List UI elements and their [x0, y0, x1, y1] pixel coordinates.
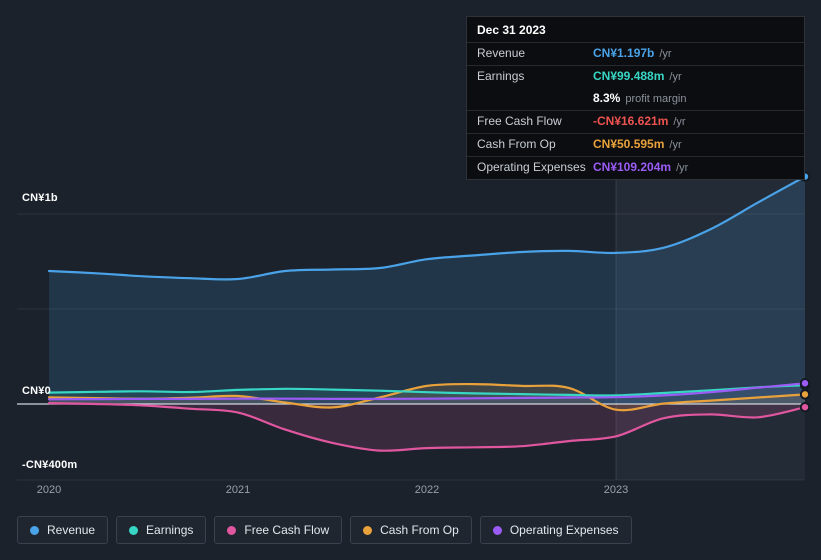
tooltip-suffix: profit margin	[625, 93, 687, 105]
legend-item-revenue[interactable]: Revenue	[17, 516, 109, 544]
tooltip-label: Earnings	[477, 69, 525, 83]
y-axis-label-zero: CN¥0	[22, 385, 51, 397]
tooltip-value: CN¥50.595m	[593, 137, 665, 151]
x-axis-label-2022: 2022	[414, 484, 440, 496]
tooltip-suffix: /yr	[673, 116, 686, 128]
tooltip-row-earnings: Earnings CN¥99.488m/yr	[467, 65, 804, 88]
legend-item-cash-from-op[interactable]: Cash From Op	[350, 516, 472, 544]
tooltip-label: Operating Expenses	[477, 160, 586, 174]
tooltip-value-wrap: CN¥50.595m/yr	[593, 137, 794, 153]
chart-legend: Revenue Earnings Free Cash Flow Cash Fro…	[17, 516, 632, 544]
tooltip-label: Revenue	[477, 46, 526, 60]
tooltip-value: CN¥1.197b	[593, 46, 655, 60]
legend-label: Free Cash Flow	[244, 523, 330, 537]
tooltip-suffix: /yr	[659, 48, 672, 60]
x-axis-label-2020: 2020	[36, 484, 62, 496]
tooltip-value: -CN¥16.621m	[593, 114, 669, 128]
tooltip-value-wrap: -CN¥16.621m/yr	[593, 114, 794, 130]
tooltip-row-cash-from-op: Cash From Op CN¥50.595m/yr	[467, 133, 804, 156]
y-axis-label-1b: CN¥1b	[22, 192, 58, 204]
tooltip-value-wrap: CN¥109.204m/yr	[593, 160, 794, 176]
legend-item-operating-expenses[interactable]: Operating Expenses	[479, 516, 632, 544]
tooltip-row-profit-margin: 8.3% profit margin	[467, 88, 804, 110]
chart-tooltip: Dec 31 2023 Revenue CN¥1.197b/yr Earning…	[466, 16, 805, 180]
legend-label: Operating Expenses	[509, 523, 619, 537]
x-axis-label-2023: 2023	[603, 484, 629, 496]
legend-label: Cash From Op	[380, 523, 459, 537]
x-axis-label-2021: 2021	[225, 484, 251, 496]
revenue-series-dot-icon	[30, 525, 39, 535]
legend-item-free-cash-flow[interactable]: Free Cash Flow	[214, 516, 343, 544]
legend-label: Revenue	[47, 523, 96, 537]
cash-from-op-series-dot-icon	[363, 525, 373, 535]
tooltip-date: Dec 31 2023	[467, 17, 804, 43]
tooltip-value-wrap: CN¥99.488m/yr	[593, 69, 794, 85]
tooltip-suffix: /yr	[669, 71, 682, 83]
tooltip-value: CN¥109.204m	[593, 160, 672, 174]
tooltip-row-free-cash-flow: Free Cash Flow -CN¥16.621m/yr	[467, 110, 804, 133]
tooltip-value: CN¥99.488m	[593, 69, 665, 83]
y-axis-label-neg400m: -CN¥400m	[22, 459, 78, 471]
tooltip-label: Cash From Op	[477, 137, 556, 151]
free-cash-flow-series-dot-icon	[227, 525, 237, 535]
tooltip-value-wrap: CN¥1.197b/yr	[593, 46, 794, 62]
legend-item-earnings[interactable]: Earnings	[116, 516, 207, 544]
tooltip-value-wrap: 8.3% profit margin	[593, 91, 794, 107]
earnings-series-dot-icon	[129, 525, 139, 535]
tooltip-value: 8.3%	[593, 91, 621, 105]
operating-expenses-series-dot-icon	[492, 525, 502, 535]
legend-label: Earnings	[146, 523, 194, 537]
tooltip-row-revenue: Revenue CN¥1.197b/yr	[467, 43, 804, 65]
tooltip-row-operating-expenses: Operating Expenses CN¥109.204m/yr	[467, 156, 804, 179]
tooltip-label: Free Cash Flow	[477, 114, 562, 128]
tooltip-suffix: /yr	[676, 162, 689, 174]
tooltip-suffix: /yr	[669, 139, 682, 151]
chart-canvas[interactable]	[0, 0, 821, 505]
